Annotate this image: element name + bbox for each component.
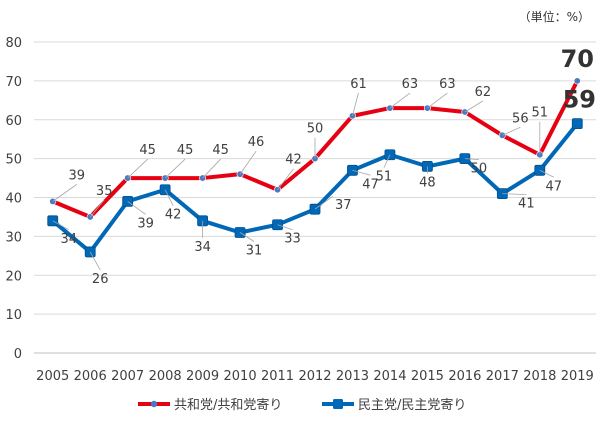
dem-leader-line — [314, 195, 334, 210]
rep-leader-line — [52, 184, 77, 202]
rep-leader-line — [164, 158, 186, 179]
rep-data-label: 45 — [139, 143, 156, 158]
dem-leader-line — [127, 201, 146, 215]
dem-data-label: 59 — [563, 86, 596, 114]
legend-dem-marker — [333, 399, 343, 409]
rep-point — [498, 131, 506, 139]
rep-point — [461, 108, 469, 116]
rep-point — [423, 104, 431, 112]
dem-point — [84, 246, 96, 258]
x-tick-label: 2015 — [411, 369, 444, 384]
dem-leader-line — [502, 193, 527, 196]
dem-leader-line — [464, 158, 479, 161]
rep-data-label: 63 — [402, 77, 419, 92]
x-tick-label: 2016 — [448, 369, 481, 384]
dem-data-label: 50 — [471, 162, 488, 177]
rep-leader-line — [202, 158, 221, 179]
rep-data-label: 45 — [177, 143, 194, 158]
rep-data-label: 46 — [248, 135, 265, 150]
dem-leader-line — [239, 232, 255, 242]
x-tick-label: 2010 — [224, 369, 257, 384]
x-tick-label: 2011 — [261, 369, 294, 384]
y-tick-label: 70 — [5, 75, 22, 90]
legend-dem-label: 民主党/民主党寄り — [358, 397, 466, 413]
dem-leader-line — [352, 169, 371, 176]
dem-leader-line — [164, 189, 174, 206]
dem-data-label: 47 — [546, 179, 563, 194]
y-tick-label: 0 — [14, 347, 22, 362]
y-tick-label: 40 — [5, 192, 22, 207]
rep-leader-line — [239, 150, 257, 175]
x-tick-label: 2013 — [336, 369, 369, 384]
rep-leader-line — [502, 126, 521, 136]
rep-leader-line — [89, 199, 105, 218]
dem-leader-line — [539, 169, 554, 178]
dem-data-label: 51 — [376, 170, 393, 185]
rep-data-label: 42 — [285, 153, 302, 168]
rep-leader-line — [464, 100, 484, 113]
unit-note: （単位：%） — [518, 10, 590, 24]
rep-data-label: 61 — [350, 77, 367, 92]
x-tick-label: 2005 — [36, 369, 69, 384]
dem-data-label: 47 — [362, 177, 379, 192]
rep-leader-line — [127, 158, 148, 179]
dem-leader-line — [52, 220, 69, 231]
dem-point — [571, 118, 583, 130]
x-tick-label: 2008 — [149, 369, 182, 384]
rep-point — [573, 77, 581, 85]
x-tick-label: 2006 — [74, 369, 107, 384]
dem-leader-line — [383, 154, 391, 168]
rep-data-label: 70 — [561, 45, 594, 73]
y-tick-label: 20 — [5, 269, 22, 284]
y-tick-label: 50 — [5, 153, 22, 168]
rep-leader-line — [389, 92, 411, 109]
dem-data-label: 34 — [60, 232, 77, 247]
rep-point — [386, 104, 394, 112]
rep-data-label: 50 — [307, 122, 324, 137]
x-tick-label: 2017 — [486, 369, 519, 384]
dem-data-label: 34 — [194, 240, 211, 255]
rep-data-label: 39 — [68, 168, 85, 183]
rep-data-label: 35 — [96, 184, 113, 199]
y-tick-label: 30 — [5, 230, 22, 245]
dem-data-label: 48 — [419, 175, 436, 190]
y-tick-label: 60 — [5, 114, 22, 129]
dem-data-label: 42 — [165, 208, 182, 223]
legend-rep-label: 共和党/共和党寄り — [174, 397, 282, 413]
rep-data-label: 63 — [439, 77, 456, 92]
dem-data-label: 31 — [246, 243, 263, 258]
rep-data-label: 45 — [212, 143, 229, 158]
x-tick-label: 2012 — [298, 369, 331, 384]
y-tick-label: 80 — [5, 36, 22, 51]
dem-point — [122, 195, 134, 207]
legend-rep-marker — [150, 400, 158, 408]
x-tick-label: 2019 — [561, 369, 594, 384]
dem-data-label: 26 — [92, 272, 109, 287]
x-tick-label: 2007 — [111, 369, 144, 384]
dem-data-label: 41 — [518, 197, 535, 212]
dem-leader-line — [89, 251, 101, 271]
rep-leader-line — [427, 92, 448, 109]
rep-data-label: 51 — [532, 106, 549, 121]
rep-leader-line — [352, 92, 359, 116]
x-tick-label: 2014 — [373, 369, 406, 384]
x-tick-label: 2018 — [523, 369, 556, 384]
rep-data-label: 56 — [512, 111, 529, 126]
dem-data-label: 39 — [137, 216, 154, 231]
y-tick-label: 10 — [5, 308, 22, 323]
rep-leader-line — [277, 168, 294, 190]
rep-data-label: 62 — [475, 85, 492, 100]
dem-data-label: 37 — [335, 198, 352, 213]
dem-data-label: 33 — [284, 232, 301, 247]
dem-leader-line — [277, 224, 293, 231]
x-tick-label: 2009 — [186, 369, 219, 384]
